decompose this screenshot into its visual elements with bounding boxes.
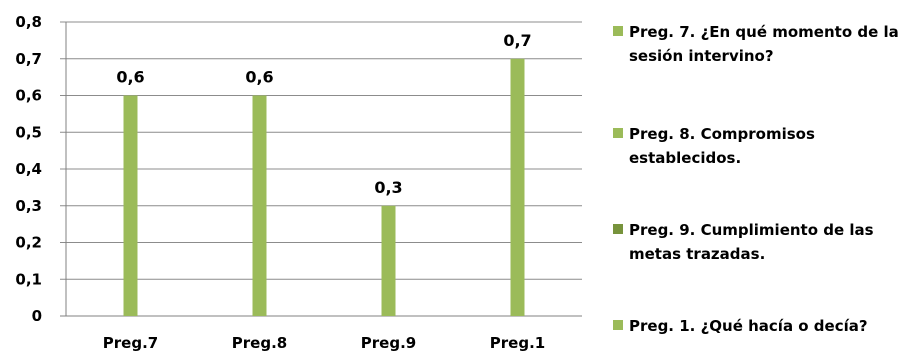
data-labels: 0,6 0,6 0,3 0,7 (116, 31, 531, 197)
data-label: 0,6 (116, 68, 144, 87)
y-tick-label: 0,8 (15, 13, 42, 31)
legend-swatch (613, 128, 623, 138)
bar (252, 95, 267, 316)
bar (123, 95, 138, 316)
y-tick-label: 0,7 (15, 50, 42, 68)
y-tick-label: 0,2 (15, 234, 42, 252)
legend-label: Preg. 7. ¿En qué momento de la sesión in… (629, 23, 899, 65)
legend-swatch (613, 224, 623, 234)
x-tick-label: Preg.9 (361, 334, 416, 352)
y-tick-label: 0,1 (15, 270, 42, 288)
x-tick-label: Preg.8 (232, 334, 287, 352)
y-tick-label: 0,5 (15, 123, 42, 141)
y-tick-label: 0,4 (15, 160, 42, 178)
data-label: 0,3 (374, 178, 402, 197)
bar (381, 205, 396, 316)
data-label: 0,7 (503, 31, 531, 50)
legend-swatch (613, 320, 623, 330)
gridlines (60, 21, 582, 317)
bar (510, 58, 525, 316)
x-tick-label: Preg.7 (103, 334, 158, 352)
legend-item-preg-7: Preg. 7. ¿En qué momento de la sesión in… (613, 20, 903, 68)
plot-area: 0 0,1 0,2 0,3 0,4 0,5 0,6 0,7 0,8 0,6 0,6 0,3 0,7 P… (15, 13, 582, 352)
legend-item-preg-1: Preg. 1. ¿Qué hacía o decía? (613, 314, 903, 338)
x-tick-label: Preg.1 (490, 334, 545, 352)
bars (123, 58, 525, 316)
y-tick-label: 0,6 (15, 87, 42, 105)
x-axis-tick-labels: Preg.7 Preg.8 Preg.9 Preg.1 (103, 334, 545, 352)
legend-label: Preg. 1. ¿Qué hacía o decía? (629, 317, 868, 335)
legend-label: Preg. 9. Cumplimiento de las metas traza… (629, 221, 874, 263)
y-tick-label: 0,3 (15, 197, 42, 215)
legend-item-preg-9: Preg. 9. Cumplimiento de las metas traza… (613, 218, 903, 266)
data-label: 0,6 (245, 68, 273, 87)
y-tick-label: 0 (32, 307, 42, 325)
legend-swatch (613, 26, 623, 36)
legend-item-preg-8: Preg. 8. Compromisos establecidos. (613, 122, 903, 170)
legend-label: Preg. 8. Compromisos establecidos. (629, 125, 815, 167)
y-axis-tick-labels: 0 0,1 0,2 0,3 0,4 0,5 0,6 0,7 0,8 (15, 13, 42, 325)
